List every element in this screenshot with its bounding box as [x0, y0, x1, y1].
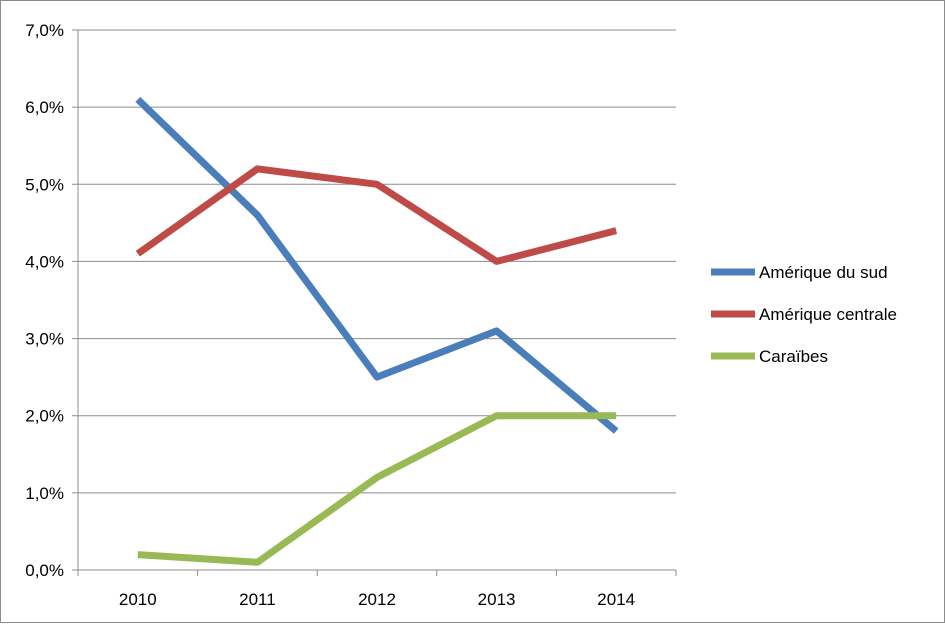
- legend-label: Amérique centrale: [759, 305, 897, 324]
- series-line-1: [138, 169, 616, 262]
- legend-label: Caraïbes: [759, 347, 828, 366]
- y-tick-label: 0,0%: [25, 561, 64, 580]
- y-tick-label: 1,0%: [25, 484, 64, 503]
- y-tick-label: 5,0%: [25, 175, 64, 194]
- x-tick-labels: 2010 2011 2012 2013 2014: [119, 590, 635, 609]
- x-tick-label: 2012: [358, 590, 396, 609]
- y-tick-labels: 0,0% 1,0% 2,0% 3,0% 4,0% 5,0% 6,0% 7,0%: [25, 21, 64, 580]
- series-line-0: [138, 99, 616, 431]
- grid-lines: [78, 30, 676, 493]
- x-tick-label: 2013: [478, 590, 516, 609]
- y-tick-label: 7,0%: [25, 21, 64, 40]
- legend: Amérique du sud Amérique centrale Caraïbes: [711, 263, 897, 366]
- x-tick-label: 2010: [119, 590, 157, 609]
- x-tick-label: 2011: [239, 590, 276, 609]
- y-tick-label: 2,0%: [25, 407, 64, 426]
- x-tick-label: 2014: [597, 590, 635, 609]
- y-tick-label: 6,0%: [25, 98, 64, 117]
- y-tick-label: 3,0%: [25, 330, 64, 349]
- axes: [72, 30, 676, 576]
- legend-label: Amérique du sud: [759, 263, 888, 282]
- y-tick-label: 4,0%: [25, 252, 64, 271]
- series-line-2: [138, 416, 616, 563]
